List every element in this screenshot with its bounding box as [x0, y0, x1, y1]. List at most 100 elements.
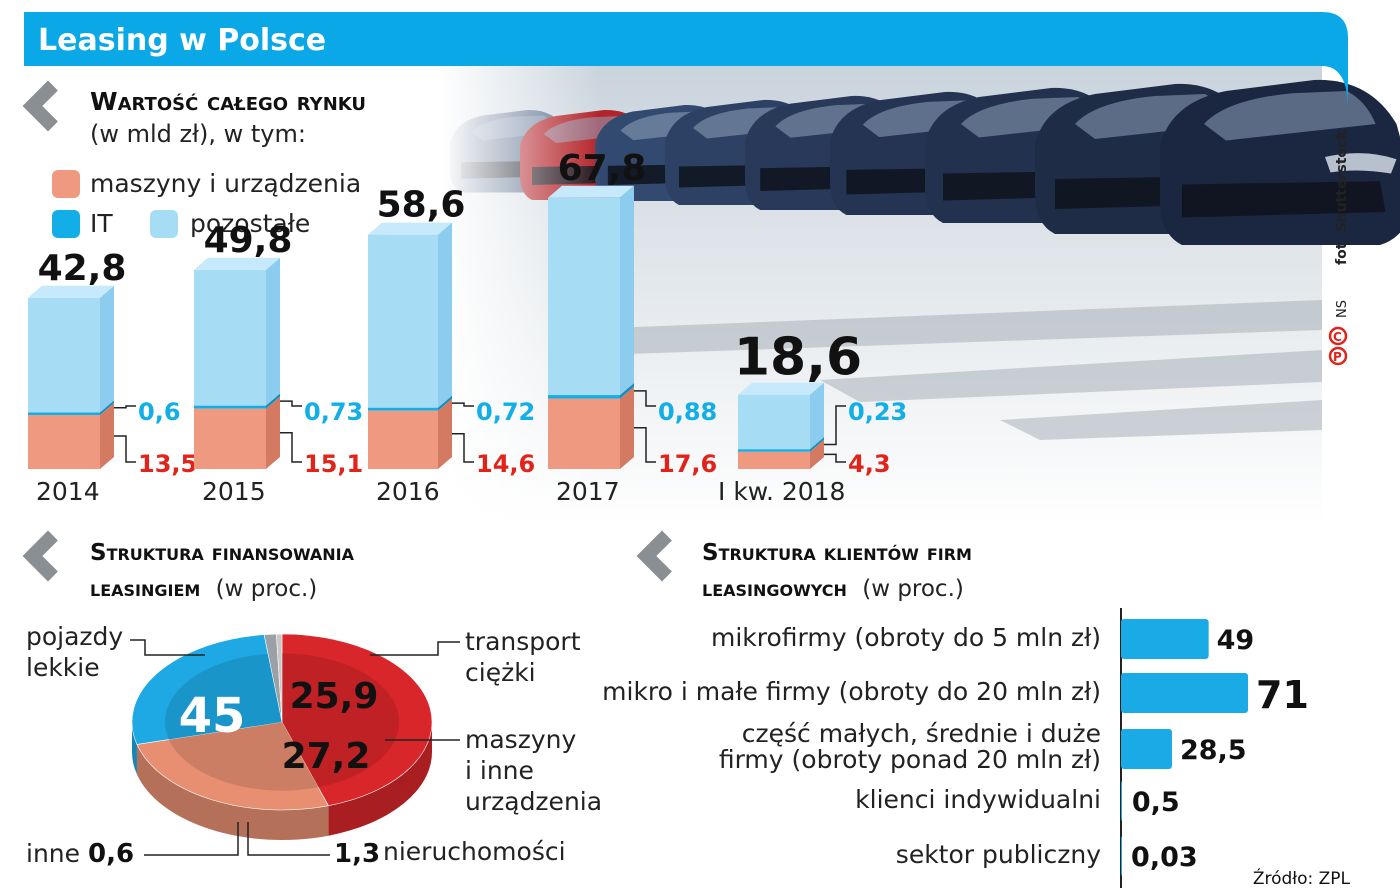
it-value-label: 0,73 [304, 398, 363, 426]
machines-leader-line [634, 427, 656, 463]
it-value-label: 0,88 [658, 398, 717, 426]
bar-face [194, 269, 266, 406]
pie-category-label: transport [465, 627, 581, 656]
legend-label: pozostałe [190, 209, 310, 238]
bar [1121, 729, 1172, 769]
bar-total-label: 42,8 [38, 248, 127, 289]
bar-side [266, 257, 280, 406]
bar-value-label: 49 [1217, 625, 1255, 656]
machines-leader-line [280, 432, 302, 463]
clients-title: Struktura klientów firm [702, 540, 972, 566]
year-label: 2017 [556, 477, 620, 506]
pie-slice-side [328, 722, 433, 836]
bar-value-label: 28,5 [1180, 735, 1247, 766]
it-leader-line [824, 405, 846, 446]
bar-face [738, 449, 810, 452]
it-leader-line [280, 400, 302, 407]
pie-leader-line [370, 641, 460, 656]
pie-value-label: 25,9 [290, 676, 379, 717]
bar-side [810, 439, 824, 469]
financing-title-line2: leasingiem (w proc.) [90, 576, 317, 602]
market-value-chart: 42,8 0,6 13,5 2014 49,8 0,73 15,1 2015 58,6 0,72 1… [28, 148, 907, 506]
bar-value-label: 0,5 [1132, 787, 1180, 818]
pie-category-label: ciężki [465, 658, 536, 687]
photo-credit: fot. Shutterstock [1334, 130, 1350, 265]
bar-side [810, 382, 824, 450]
clients-title-line2: leasingowych (w proc.) [702, 576, 964, 602]
pie-category-label: lekkie [26, 653, 100, 682]
bar-value-label: 0,03 [1131, 842, 1198, 873]
pie-category-label: pojazdy [26, 622, 123, 651]
it-leader-line [114, 405, 136, 409]
bar-face [368, 410, 438, 469]
machines-value-label: 13,5 [138, 450, 197, 478]
bar-side [620, 383, 634, 399]
bar-category-label: firmy (obroty ponad 20 mln zł) [719, 745, 1101, 774]
bar-category-label: mikro i małe firmy (obroty do 20 mln zł) [602, 677, 1101, 706]
page-title: Leasing w Polsce [38, 23, 326, 58]
bar-top [368, 222, 452, 235]
bar-face [738, 451, 810, 469]
section-arrow-icon [636, 530, 672, 582]
bar-side [100, 403, 114, 469]
bar-face [28, 297, 100, 413]
pie-slice [276, 633, 283, 723]
copyright-logo: C P [1328, 326, 1348, 366]
header-banner: Leasing w Polsce [24, 12, 1348, 110]
pie-value-label: 1,3 [334, 839, 380, 869]
market-legend: maszyny i urządzenia IT pozostałe [52, 169, 361, 238]
pie-leader-line [144, 822, 239, 856]
it-value-label: 0,23 [848, 398, 907, 426]
bar-total-label: 18,6 [734, 328, 862, 388]
clients-bar-chart: mikrofirmy (obroty do 5 mln zł) 49 mikro i… [602, 608, 1309, 888]
year-label: 2014 [36, 477, 100, 506]
machines-value-label: 15,1 [304, 450, 363, 478]
bar-face [548, 398, 620, 469]
bar-side [620, 386, 634, 469]
pie-slice-inner [282, 653, 400, 788]
stacked-bar-group: 67,8 0,88 17,6 2017 [548, 148, 717, 506]
pie-category-label: inne [26, 839, 80, 868]
bar-total-label: 58,6 [377, 185, 466, 226]
bar-face [368, 407, 438, 411]
bar [1121, 836, 1122, 876]
bar-face [194, 405, 266, 409]
legend-label: maszyny i urządzenia [90, 169, 361, 198]
bar [1121, 781, 1122, 821]
bar-face [548, 197, 620, 396]
bar-value-label: 71 [1256, 673, 1309, 717]
pie-value-label: 0,6 [88, 839, 134, 869]
bar-face [738, 394, 810, 450]
legend-swatch [150, 210, 178, 238]
machines-value-label: 4,3 [848, 450, 891, 478]
svg-text:P: P [1333, 350, 1342, 364]
it-leader-line [634, 390, 656, 407]
pie-leader-line [130, 639, 205, 656]
machines-leader-line [452, 433, 474, 463]
bar-top [548, 185, 634, 198]
pie-value-label: 27,2 [282, 736, 371, 777]
market-value-title: Wartość całego rynku [90, 87, 366, 116]
pie-slice-side [136, 744, 329, 840]
pie-slice-inner [165, 653, 282, 740]
bar-top [738, 382, 824, 395]
bar-face [548, 395, 620, 399]
bar-side [266, 393, 280, 409]
machines-value-label: 14,6 [476, 450, 535, 478]
it-value-label: 0,6 [138, 398, 181, 426]
pie-category-label: maszyny [465, 725, 576, 754]
year-label: 2016 [376, 477, 440, 506]
bar-total-label: 67,8 [558, 148, 647, 189]
bar-category-label: mikrofirmy (obroty do 5 mln zł) [711, 623, 1101, 652]
it-leader-line [452, 402, 474, 407]
bar-side [438, 222, 452, 408]
it-value-label: 0,72 [476, 398, 535, 426]
bar-top [194, 257, 280, 270]
year-label: I kw. 2018 [718, 477, 845, 506]
svg-text:C: C [1333, 330, 1342, 344]
bar [1121, 673, 1248, 713]
section-arrow-icon [22, 530, 58, 582]
bar-face [368, 234, 438, 408]
